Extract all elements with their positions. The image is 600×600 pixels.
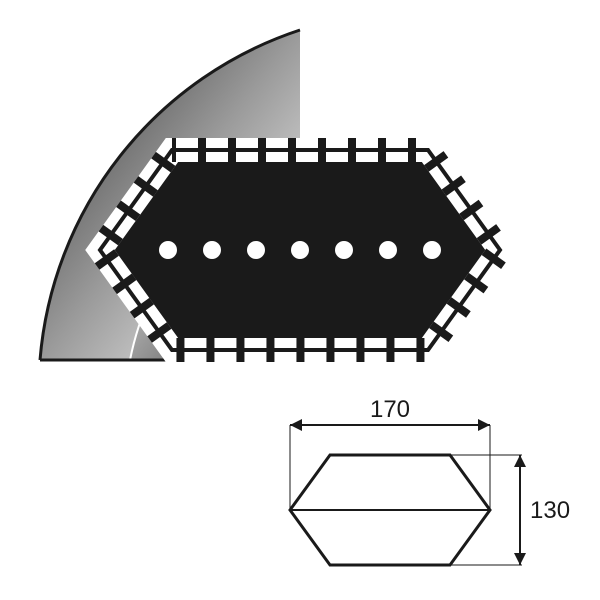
belt-diagram: 170 130 — [0, 0, 600, 600]
height-value: 130 — [530, 497, 570, 524]
dimension-diagram: 170 130 — [290, 396, 570, 565]
width-value: 170 — [370, 396, 410, 423]
belt-cross-section — [100, 150, 500, 350]
